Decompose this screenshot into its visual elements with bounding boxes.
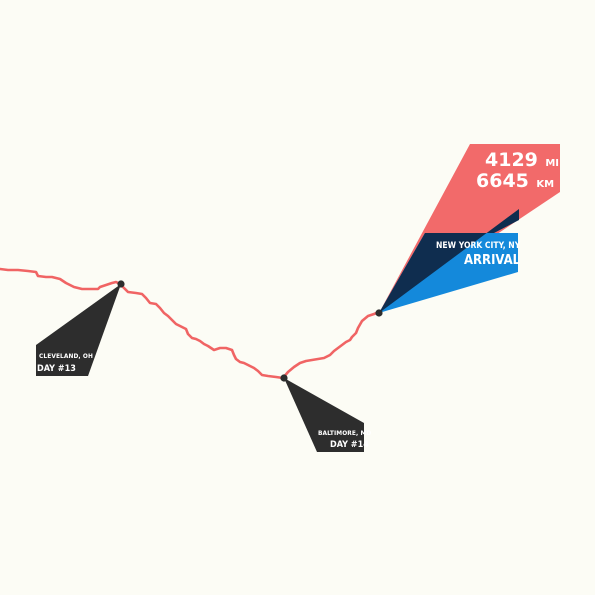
stop-day-cleveland: DAY #13 — [37, 364, 76, 374]
destination-status: ARRIVAL — [464, 253, 521, 268]
stop-marker-baltimore — [280, 374, 287, 381]
stop-marker-cleveland — [117, 280, 124, 287]
distance-miles-unit: MI — [545, 158, 559, 169]
stop-city-baltimore: BALTIMORE, MD — [318, 429, 371, 437]
stop-day-baltimore: DAY #14 — [330, 440, 369, 450]
destination-marker — [375, 309, 382, 316]
stop-callout-cleveland — [36, 284, 121, 376]
distance-km-value: 6645 — [476, 170, 529, 192]
destination-city: NEW YORK CITY, NY — [436, 241, 521, 251]
distance-miles-value: 4129 — [485, 149, 538, 171]
distance-km-unit: KM — [536, 179, 554, 190]
stop-city-cleveland: CLEVELAND, OH — [39, 352, 93, 360]
